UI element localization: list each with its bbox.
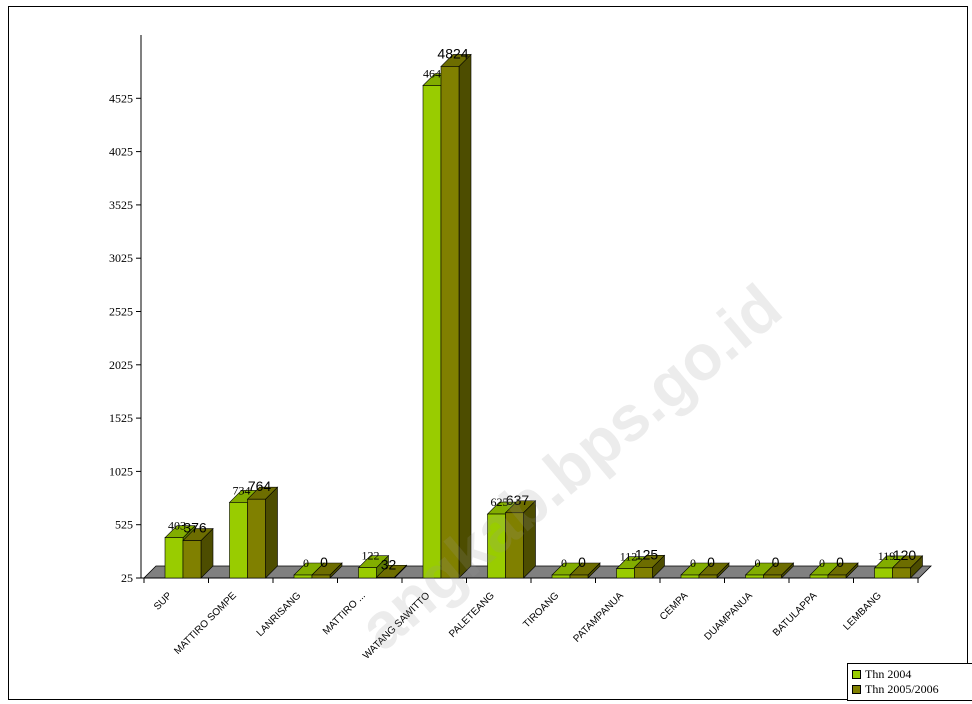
bar-s1-lembang bbox=[875, 568, 893, 578]
x-category-label: LEMBANG bbox=[842, 590, 885, 633]
y-tick-label: 3525 bbox=[109, 198, 133, 212]
bar-s1-patampanua bbox=[617, 569, 635, 578]
value-label: 0 bbox=[836, 554, 844, 570]
value-label: 764 bbox=[248, 478, 272, 494]
value-label: 0 bbox=[320, 554, 328, 570]
y-tick-label: 4525 bbox=[109, 91, 133, 105]
legend-item-series-1: Thn 2004 bbox=[852, 667, 970, 682]
x-category-label: LANRISANG bbox=[255, 590, 304, 639]
x-category-label: WATANG SAWITTO bbox=[361, 590, 432, 661]
bar-s1-sup bbox=[165, 538, 183, 578]
x-category-label: PALETEANG bbox=[447, 590, 497, 640]
y-tick-label: 2525 bbox=[109, 305, 133, 319]
value-label: 637 bbox=[506, 492, 530, 508]
bar-s2-mattiro bbox=[377, 577, 395, 578]
bar-s1-batulappa bbox=[810, 575, 828, 578]
bar-s2-mattiro-sompe-side bbox=[266, 487, 278, 578]
value-label: 0 bbox=[707, 554, 715, 570]
value-label: 0 bbox=[303, 556, 309, 570]
value-label: 0 bbox=[578, 554, 586, 570]
y-tick-label: 525 bbox=[115, 518, 133, 532]
value-label: 122 bbox=[362, 549, 380, 563]
bar-s2-batulappa bbox=[828, 575, 846, 578]
legend: Thn 2004 Thn 2005/2006 bbox=[847, 663, 972, 701]
legend-label-series-2: Thn 2005/2006 bbox=[865, 682, 939, 697]
bar-s2-duampanua bbox=[764, 575, 782, 578]
y-tick-label: 1025 bbox=[109, 464, 133, 478]
bar-s1-paleteang bbox=[488, 514, 506, 578]
value-label: 0 bbox=[690, 556, 696, 570]
bar-s2-sup bbox=[183, 541, 201, 578]
x-category-label: CEMPA bbox=[658, 590, 691, 623]
legend-swatch-series-2 bbox=[852, 685, 861, 694]
legend-swatch-series-1 bbox=[852, 670, 861, 679]
bar-chart: 25 525 1025 1525 2025 2525 3025 3525 4025 4525 SUP… bbox=[9, 7, 967, 699]
bar-s2-lembang bbox=[893, 568, 911, 578]
y-tick-label: 1525 bbox=[109, 411, 133, 425]
value-label: 0 bbox=[561, 556, 567, 570]
legend-label-series-1: Thn 2004 bbox=[865, 667, 911, 682]
bar-s2-paleteang bbox=[506, 513, 524, 578]
bar-s1-cempa bbox=[681, 575, 699, 578]
bar-s2-paleteang-side bbox=[524, 501, 536, 578]
value-label: 32 bbox=[381, 556, 397, 572]
value-label: 376 bbox=[183, 520, 207, 536]
x-category-label: SUP bbox=[152, 590, 175, 613]
x-category-label: BATULAPPA bbox=[771, 590, 820, 639]
bar-s1-duampanua bbox=[746, 575, 764, 578]
value-label: 0 bbox=[772, 554, 780, 570]
bar-s2-cempa bbox=[699, 575, 717, 578]
y-tick-label: 25 bbox=[121, 571, 133, 585]
x-category-label: MATTIRO SOMPE bbox=[172, 590, 239, 657]
value-label: 125 bbox=[635, 546, 659, 562]
bar-s2-mattiro-sompe bbox=[248, 499, 266, 578]
legend-item-series-2: Thn 2005/2006 bbox=[852, 682, 970, 697]
bar-s1-mattiro-sompe bbox=[230, 502, 248, 578]
value-label: 0 bbox=[819, 556, 825, 570]
bar-s2-watang-sawitto-side bbox=[459, 54, 471, 578]
bar-s1-watang-sawitto bbox=[423, 86, 441, 578]
bar-s2-patampanua bbox=[635, 567, 653, 578]
bar-s1-mattiro bbox=[359, 568, 377, 578]
y-tick-label: 2025 bbox=[109, 358, 133, 372]
value-label: 120 bbox=[893, 547, 917, 563]
bar-s1-lanrisang bbox=[294, 575, 312, 578]
chart-frame: 25 525 1025 1525 2025 2525 3025 3525 4025 4525 SUP… bbox=[8, 6, 968, 700]
x-category-label: MATTIRO ... bbox=[321, 590, 368, 637]
bar-s1-tiroang bbox=[552, 575, 570, 578]
y-tick-label: 3025 bbox=[109, 251, 133, 265]
x-category-label: TIROANG bbox=[521, 590, 561, 630]
bar-s2-tiroang bbox=[570, 575, 588, 578]
x-category-label: DUAMPANUA bbox=[702, 590, 755, 643]
value-label: 0 bbox=[755, 556, 761, 570]
value-label: 4824 bbox=[437, 45, 468, 61]
y-tick-label: 4025 bbox=[109, 145, 133, 159]
bar-s2-lanrisang bbox=[312, 575, 330, 578]
x-category-label: PATAMPANUA bbox=[571, 590, 626, 645]
bar-s2-watang-sawitto bbox=[441, 66, 459, 578]
